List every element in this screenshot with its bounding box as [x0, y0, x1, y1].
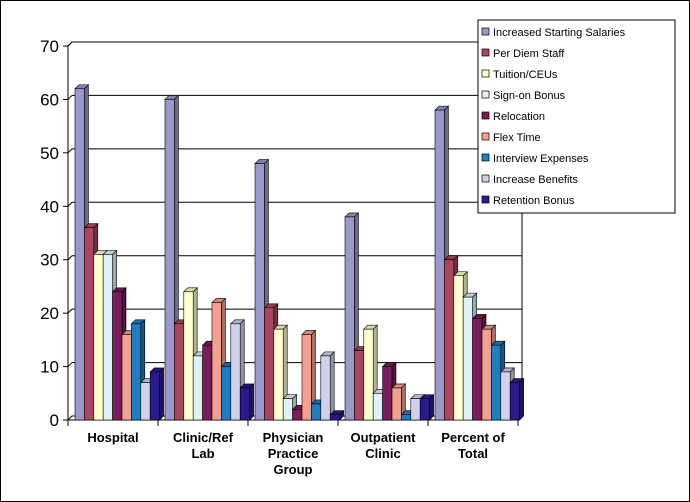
bar: [211, 302, 222, 421]
bar: [481, 328, 492, 421]
gridline-slant: [67, 308, 73, 314]
gridline-slant: [67, 95, 73, 100]
bar: [363, 328, 374, 421]
x-category-label: Physician: [263, 430, 324, 445]
y-tick-label: 10: [40, 358, 59, 377]
x-category-label: Hospital: [87, 430, 138, 445]
x-category-label: Percent of: [441, 430, 505, 445]
bar: [254, 163, 265, 421]
bar: [140, 382, 151, 421]
bar: [434, 109, 445, 421]
bar: [74, 88, 85, 421]
bar: [472, 318, 483, 421]
gridline-slant: [67, 255, 73, 261]
y-tick-label: 30: [40, 251, 59, 270]
x-category-label: Total: [458, 446, 488, 461]
legend-swatch: [481, 90, 490, 99]
bar: [192, 355, 203, 421]
gridline-slant: [67, 362, 73, 367]
gridline-slant: [67, 148, 73, 154]
y-tick-label: 70: [40, 37, 59, 56]
legend-label: Tuition/CEUs: [493, 69, 558, 81]
bar: [410, 398, 421, 421]
bar: [230, 323, 241, 421]
bar: [444, 259, 455, 421]
bar: [183, 291, 194, 421]
bar: [292, 409, 303, 421]
x-category-label: Practice: [268, 446, 319, 461]
bar: [509, 382, 520, 421]
legend-swatch: [481, 132, 490, 141]
x-category-label: Lab: [191, 446, 214, 461]
legend: [477, 19, 676, 214]
bar: [462, 296, 473, 421]
bar: [491, 344, 502, 421]
bar: [174, 323, 185, 421]
y-axis-top: [67, 41, 73, 47]
bar: [320, 355, 331, 421]
bar: [391, 387, 402, 421]
x-category-label: Clinic/Ref: [173, 430, 234, 445]
bar: [264, 307, 275, 421]
bar: [311, 403, 322, 421]
bar: [239, 387, 250, 421]
legend-label: Increase Benefits: [493, 174, 578, 186]
y-tick-label: 20: [40, 304, 59, 323]
gridline-slant: [67, 201, 73, 207]
bar: [202, 344, 213, 421]
bar: [112, 291, 123, 421]
legend-swatch: [481, 48, 490, 57]
bar: [500, 371, 511, 421]
legend-swatch: [481, 153, 490, 162]
bar: [102, 254, 113, 421]
y-tick-label: 50: [40, 144, 59, 163]
bar: [121, 334, 132, 421]
legend-swatch: [481, 111, 490, 120]
bar: [282, 398, 293, 421]
bar: [354, 350, 365, 421]
x-category-label: Outpatient: [351, 430, 417, 445]
legend-swatch: [481, 69, 490, 78]
bar: [329, 414, 340, 421]
bar: [93, 254, 104, 421]
bar-side: [159, 367, 164, 421]
legend-label: Sign-on Bonus: [493, 90, 566, 102]
bar: [453, 275, 464, 421]
bar: [344, 216, 355, 421]
legend-label: Increased Starting Salaries: [493, 27, 626, 39]
bar: [131, 323, 142, 421]
legend-swatch: [481, 27, 490, 36]
bar: [401, 414, 412, 421]
bar: [372, 392, 383, 421]
legend-swatch: [481, 174, 490, 183]
bar: [382, 366, 393, 421]
bar: [419, 398, 430, 421]
y-tick-label: 40: [40, 197, 59, 216]
x-category-label: Group: [274, 462, 313, 477]
bar: [84, 227, 95, 421]
bar-side: [249, 383, 254, 421]
x-category-label: Clinic: [365, 446, 400, 461]
bar: [221, 366, 232, 421]
bar-side: [329, 351, 335, 421]
y-tick-label: 0: [50, 411, 59, 430]
legend-label: Retention Bonus: [493, 195, 575, 207]
legend-swatch: [481, 195, 490, 204]
y-tick-label: 60: [40, 90, 59, 109]
legend-label: Flex Time: [493, 132, 541, 144]
legend-label: Interview Expenses: [493, 153, 589, 165]
bar: [149, 371, 160, 421]
bar: [164, 99, 175, 421]
legend-label: Per Diem Staff: [493, 48, 565, 60]
legend-label: Relocation: [493, 111, 545, 123]
bar: [301, 334, 312, 421]
bar-side: [519, 377, 524, 421]
bar: [273, 328, 284, 421]
